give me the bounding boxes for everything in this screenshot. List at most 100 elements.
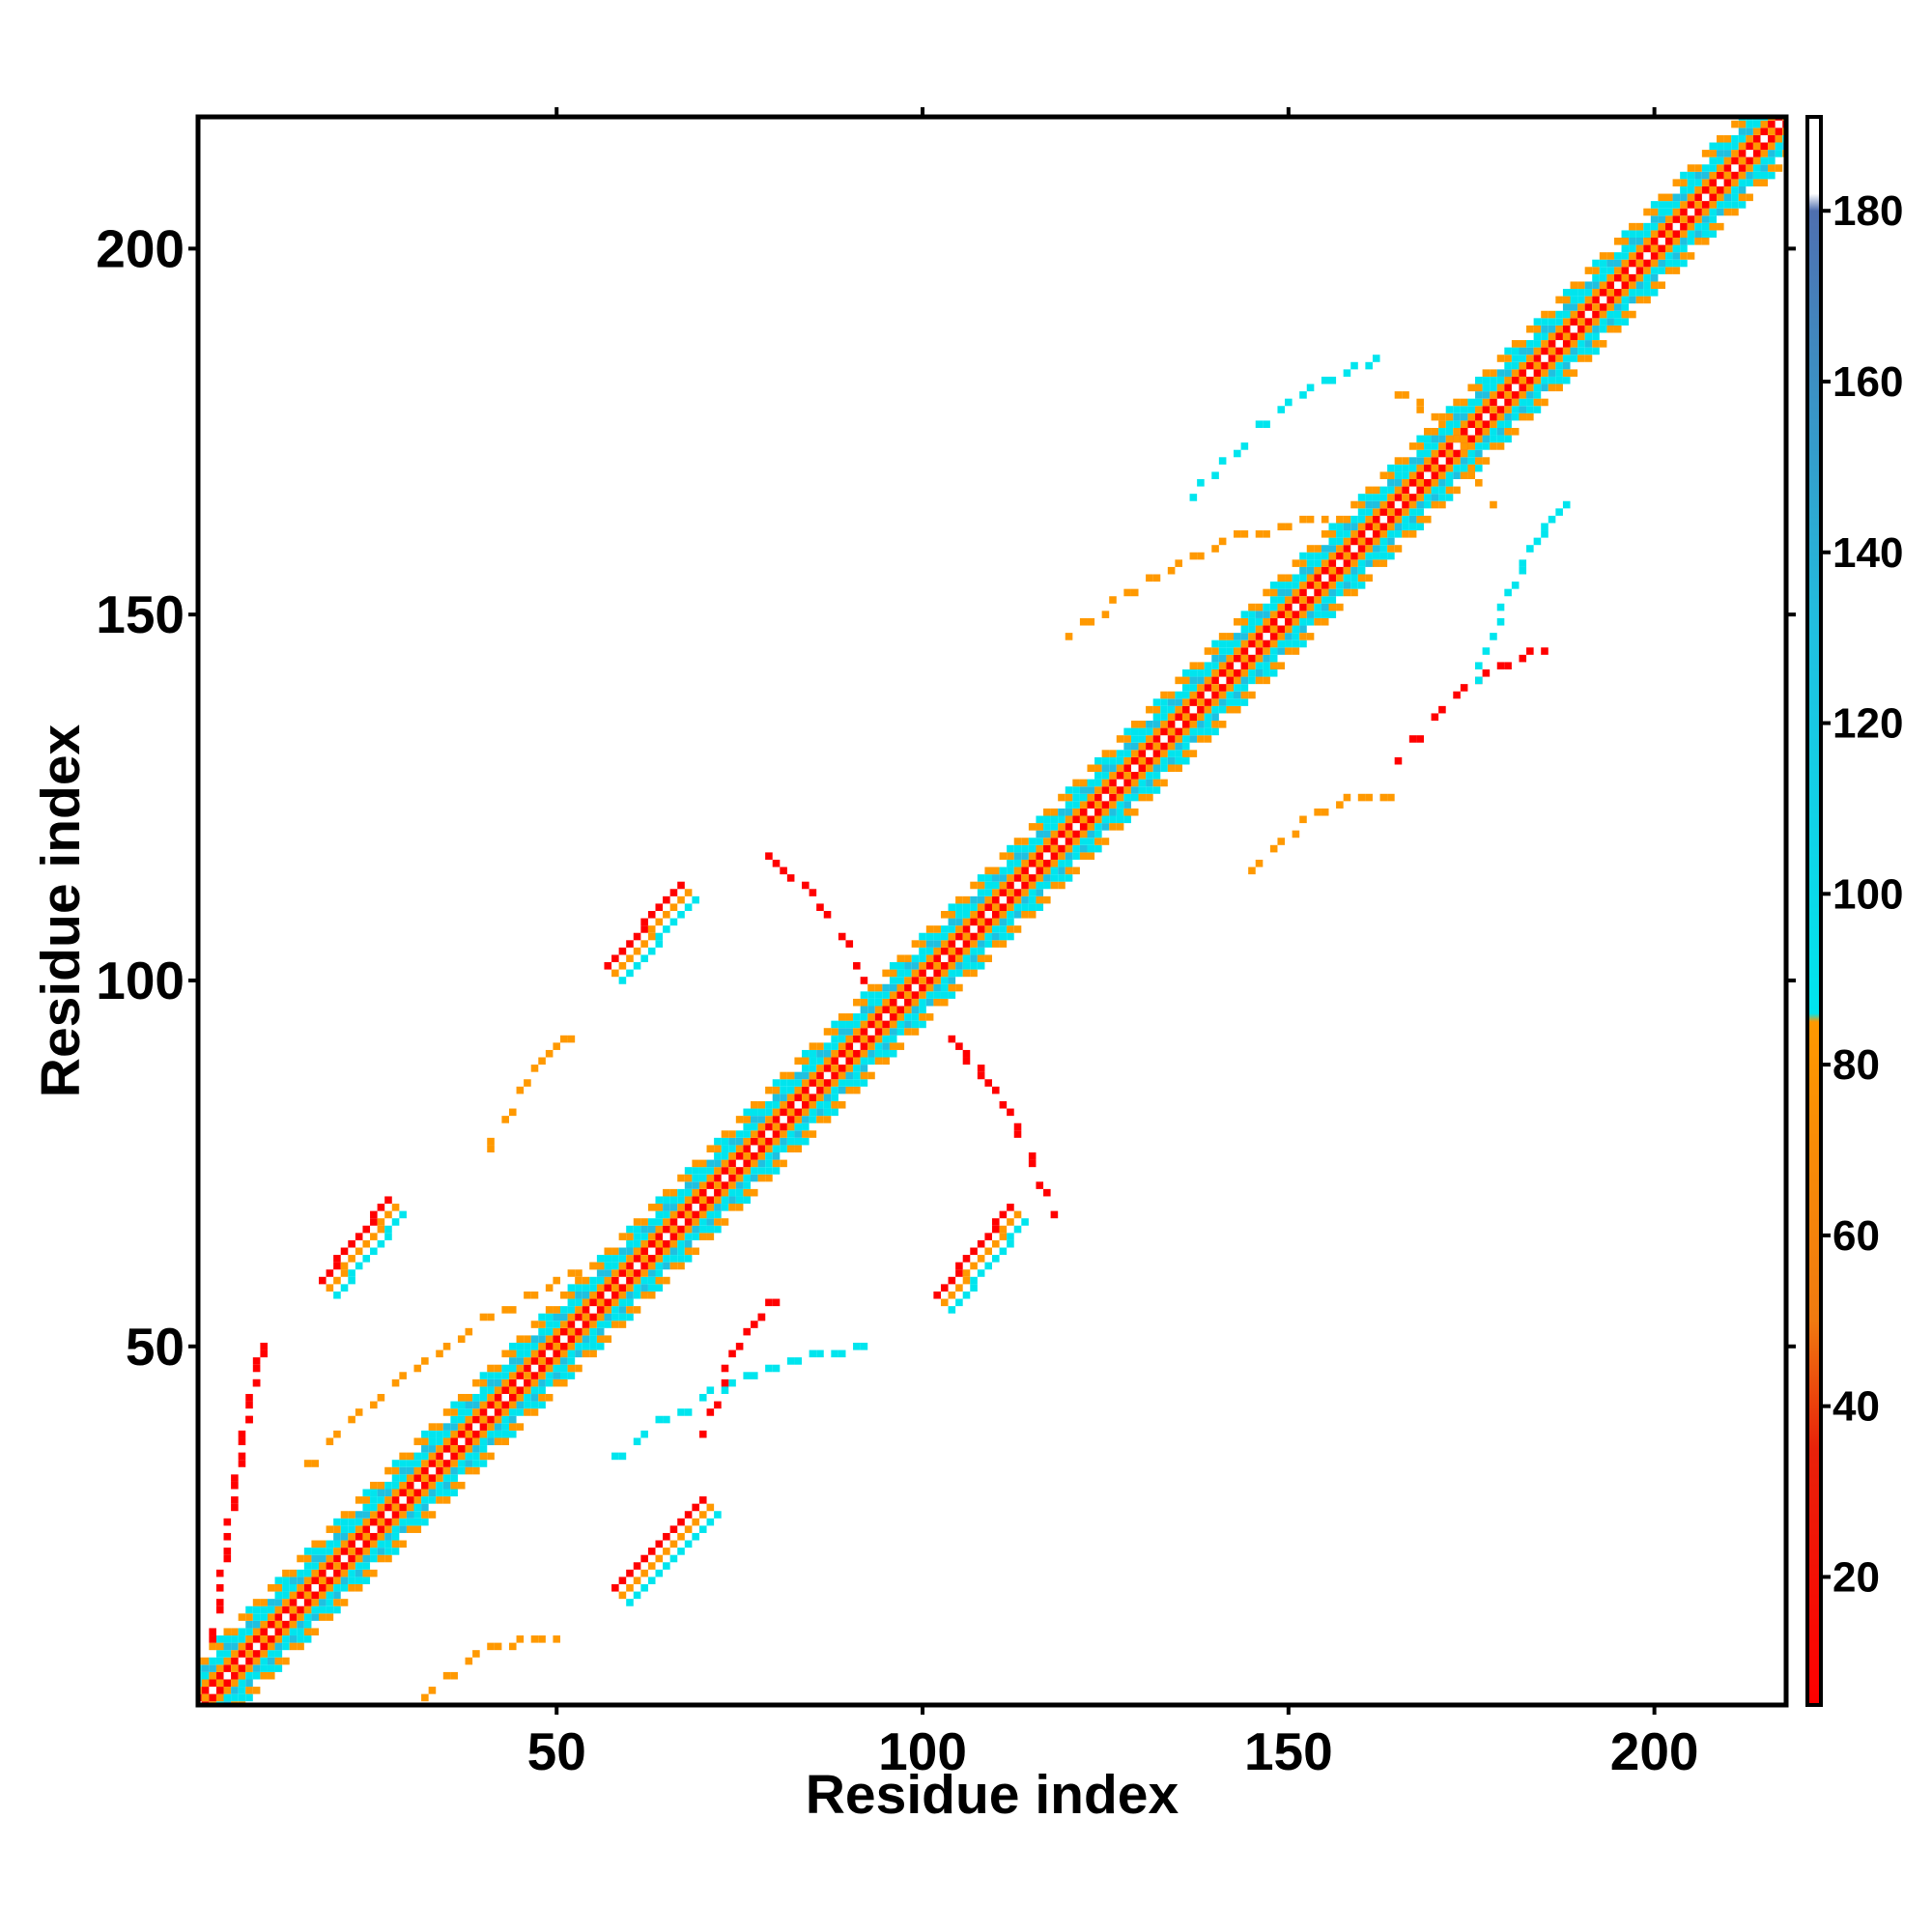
- heatmap-cell-1746: [1314, 588, 1321, 597]
- heatmap-cell-2186: [1592, 281, 1600, 290]
- heatmap-cell-369: [436, 1437, 443, 1446]
- heatmap-cell-1999: [1475, 427, 1483, 436]
- heatmap-cell-979: [823, 1049, 832, 1058]
- heatmap-cell-2367: [1709, 193, 1718, 202]
- heatmap-cell-2000: [1475, 412, 1483, 421]
- heatmap-cell-1093: [896, 983, 905, 992]
- heatmap-cell-897: [772, 1108, 781, 1117]
- heatmap-cell-957: [809, 1057, 817, 1065]
- heatmap-cell-2800: [1285, 398, 1293, 407]
- heatmap-cell-2656: [223, 1532, 232, 1541]
- heatmap-cell-637: [604, 1247, 612, 1256]
- heatmap-cell-1476: [1138, 756, 1147, 765]
- heatmap-cell-2804: [1328, 376, 1337, 384]
- heatmap-cell-2137: [1562, 340, 1571, 348]
- heatmap-cell-1138: [925, 962, 934, 970]
- heatmap-cell-256: [362, 1496, 371, 1504]
- heatmap-cell-1452: [1123, 735, 1131, 743]
- heatmap-cell-594: [582, 1335, 590, 1343]
- heatmap-cell-1527: [1175, 735, 1182, 743]
- heatmap-cell-1261: [1007, 911, 1014, 919]
- heatmap-cell-1778: [1336, 588, 1344, 597]
- heatmap-cell-2429: [1746, 120, 1753, 128]
- heatmap-cell-2029: [1496, 442, 1505, 450]
- heatmap-cell-2567: [669, 903, 678, 911]
- heatmap-cell-1351: [1065, 867, 1073, 875]
- heatmap-cell-2076: [1526, 406, 1534, 413]
- heatmap-cell-1410: [1101, 823, 1110, 831]
- heatmap-cell-523: [538, 1394, 546, 1402]
- heatmap-cell-17: [209, 1664, 216, 1672]
- heatmap-cell-2217: [1613, 296, 1622, 304]
- heatmap-cell-315: [399, 1452, 407, 1461]
- heatmap-cell-974: [823, 1094, 832, 1101]
- heatmap-cell-675: [633, 1284, 641, 1292]
- heatmap-cell-2592: [992, 1218, 1000, 1226]
- heatmap-cell-849: [743, 1159, 751, 1168]
- heatmap-cell-2836: [1541, 647, 1548, 655]
- heatmap-cell-1069: [882, 1006, 890, 1014]
- heatmap-cell-1360: [1065, 793, 1073, 802]
- heatmap-cell-1172: [948, 940, 956, 948]
- heatmap-cell-1776: [1328, 566, 1337, 575]
- heatmap-cell-1595: [1218, 698, 1227, 706]
- heatmap-cell-1783: [1336, 545, 1344, 553]
- heatmap-cell-1426: [1109, 772, 1117, 780]
- heatmap-cell-137: [289, 1599, 298, 1606]
- heatmap-cell-562: [560, 1342, 568, 1350]
- heatmap-cell-2461: [1775, 142, 1783, 151]
- heatmap-cell-1500: [1152, 742, 1161, 751]
- heatmap-cell-1340: [1058, 874, 1065, 882]
- heatmap-cell-2806: [1350, 361, 1358, 370]
- heatmap-cell-1723: [1299, 603, 1307, 611]
- heatmap-cell-2385: [1717, 134, 1724, 143]
- heatmap-cell-835: [735, 1188, 744, 1197]
- heatmap-cell-406: [457, 1401, 466, 1409]
- heatmap-cell-1411: [1101, 815, 1110, 824]
- heatmap-cell-2084: [1526, 340, 1534, 348]
- heatmap-cell-2547: [611, 954, 619, 963]
- heatmap-cell-2614: [984, 1262, 992, 1270]
- heatmap-cell-1764: [1328, 611, 1337, 618]
- heatmap-cell-2530: [692, 1518, 699, 1526]
- heatmap-cell-153: [297, 1554, 304, 1563]
- heatmap-cell-1354: [1065, 844, 1073, 853]
- heatmap-cell-2297: [1664, 244, 1673, 253]
- heatmap-cell-2637: [479, 1313, 488, 1321]
- heatmap-cell-128: [282, 1591, 290, 1600]
- heatmap-cell-626: [596, 1298, 605, 1307]
- heatmap-cell-1988: [1467, 435, 1476, 443]
- heatmap-cell-784: [698, 1167, 707, 1175]
- heatmap-cell-2397: [1731, 208, 1739, 216]
- heatmap-cell-2795: [1234, 449, 1241, 458]
- heatmap-cell-1754: [1321, 611, 1329, 618]
- heatmap-cell-142: [289, 1605, 298, 1614]
- heatmap-cell-1319: [1043, 874, 1051, 882]
- heatmap-cell-331: [413, 1496, 422, 1504]
- heatmap-cell-843: [735, 1116, 744, 1123]
- heatmap-cell-8: [201, 1679, 210, 1688]
- heatmap-cell-2640: [508, 1306, 517, 1314]
- heatmap-cell-1830: [1365, 508, 1373, 516]
- heatmap-cell-1402: [1094, 793, 1102, 802]
- heatmap-cell-1547: [1189, 750, 1198, 757]
- heatmap-cell-66: [245, 1664, 253, 1672]
- heatmap-cell-1646: [1248, 625, 1256, 634]
- heatmap-cell-1314: [1036, 823, 1044, 831]
- heatmap-cell-2024: [1490, 391, 1497, 399]
- heatmap-cell-95: [260, 1599, 268, 1606]
- heatmap-cell-2009: [1482, 435, 1491, 443]
- heatmap-cell-579: [567, 1284, 576, 1292]
- heatmap-cell-2582: [933, 1291, 941, 1299]
- heatmap-cell-1752: [1314, 582, 1321, 589]
- heatmap-cell-2684: [508, 1642, 517, 1651]
- heatmap-cell-929: [794, 1116, 803, 1123]
- heatmap-cell-2728: [721, 1378, 729, 1387]
- heatmap-cell-1573: [1204, 705, 1212, 714]
- heatmap-cell-73: [245, 1605, 253, 1614]
- heatmap-cell-2787: [1285, 523, 1293, 531]
- heatmap-cell-177: [311, 1540, 320, 1548]
- heatmap-cell-577: [567, 1298, 576, 1307]
- heatmap-cell-2124: [1555, 361, 1563, 370]
- heatmap-cell-2272: [1650, 273, 1659, 282]
